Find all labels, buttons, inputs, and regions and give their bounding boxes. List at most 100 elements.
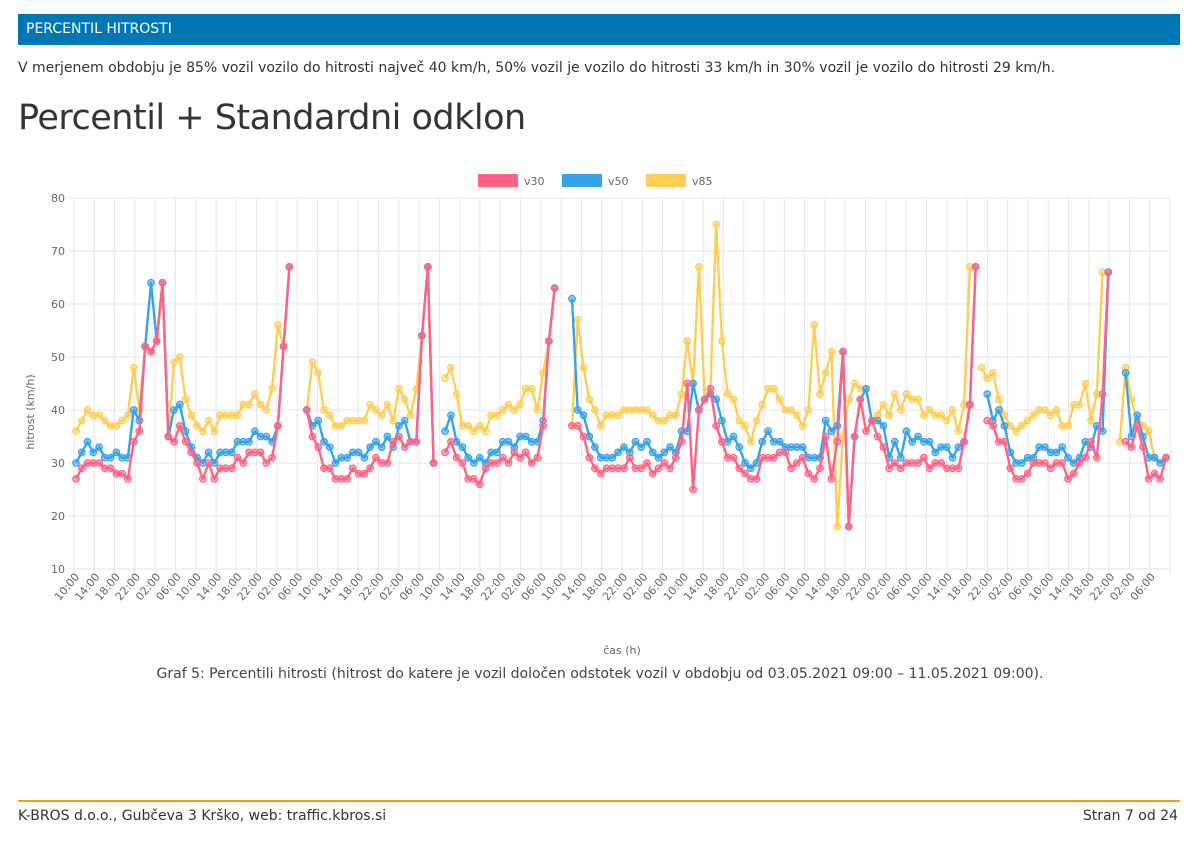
v50-point <box>383 432 392 441</box>
v30-point <box>695 406 703 414</box>
v50-point <box>395 422 403 430</box>
v85-point <box>769 384 778 393</box>
v85-point <box>470 427 478 436</box>
v85-point <box>204 416 213 425</box>
chart-legend: v30 v50 v85 <box>478 174 713 188</box>
v50-point <box>896 453 905 462</box>
v50-point <box>931 448 940 457</box>
v50-point <box>942 443 951 452</box>
v30-point <box>147 347 155 356</box>
v50-point <box>620 443 628 452</box>
v50-point <box>331 459 340 467</box>
v30-point <box>308 432 317 441</box>
v30-point <box>366 464 375 473</box>
v30-point <box>1133 422 1142 430</box>
v30-point <box>389 437 398 446</box>
v30-point <box>677 437 686 446</box>
v85-point <box>72 427 80 436</box>
v50-point <box>654 453 663 462</box>
v85-point <box>1046 411 1055 420</box>
v85-point <box>752 416 761 425</box>
v50-point <box>891 437 899 446</box>
v50-point <box>521 432 530 441</box>
v50-point <box>1017 459 1026 467</box>
grid <box>68 197 1171 574</box>
x-axis-label: čas (h) <box>603 644 641 657</box>
v30-point <box>637 464 646 473</box>
v85-point <box>671 411 680 420</box>
v30-point <box>348 464 357 473</box>
v50-point <box>89 448 98 457</box>
v30-point <box>769 453 778 462</box>
v85-point <box>942 416 951 425</box>
v50-point <box>729 432 738 441</box>
v85-point <box>914 395 922 404</box>
v30-point <box>1144 475 1153 483</box>
v85-point <box>481 427 490 436</box>
v30-point <box>158 278 167 287</box>
v85-point <box>787 406 795 414</box>
v85-point <box>1052 406 1061 414</box>
v85-point <box>660 416 669 425</box>
series-lines <box>72 220 1170 531</box>
v30-point <box>106 464 115 473</box>
v30-point <box>279 342 288 351</box>
v30-point <box>643 459 651 467</box>
v30-point <box>395 432 403 441</box>
v30-point <box>95 459 103 467</box>
v30-point <box>966 400 974 409</box>
v30-point <box>274 422 282 430</box>
v30-point <box>983 416 992 425</box>
v30-point <box>844 522 853 531</box>
v30-point <box>1127 443 1136 452</box>
v85-point <box>775 395 784 404</box>
y-axis-ticks: 10 20 30 40 50 60 70 80 <box>51 192 65 576</box>
v50-point <box>106 453 115 462</box>
v50-point <box>262 432 271 441</box>
v30-point <box>816 464 824 473</box>
v85-point <box>464 422 473 430</box>
v30-point <box>925 464 934 473</box>
v30-point <box>77 464 86 473</box>
v85-point <box>406 411 415 420</box>
v30-point <box>470 475 478 483</box>
v85-point <box>1144 427 1153 436</box>
series-v30 <box>72 262 1170 531</box>
v50-point <box>579 411 588 420</box>
v85-point <box>1012 427 1020 436</box>
v50-point <box>129 406 138 414</box>
footer-company: K-BROS d.o.o., Gubčeva 3 Krško, web: tra… <box>18 808 387 824</box>
v50-point <box>902 427 911 436</box>
v30-point <box>620 464 628 473</box>
v85-point <box>493 411 501 420</box>
v30-point <box>129 437 138 446</box>
v30-point <box>175 422 184 430</box>
v85-point <box>798 422 807 430</box>
v30-point <box>227 464 236 473</box>
v30-point <box>862 427 870 436</box>
v50-point <box>1040 443 1049 452</box>
v85-point <box>994 395 1003 404</box>
v30-point <box>781 448 790 457</box>
v50-point <box>504 437 513 446</box>
v85-point <box>643 406 651 414</box>
v85-point <box>274 321 282 330</box>
v85-point <box>118 416 126 425</box>
v50-line <box>305 265 435 465</box>
v50-point <box>72 459 80 467</box>
v30-point <box>452 453 461 462</box>
v30-point <box>181 437 190 446</box>
v85-point <box>948 406 957 414</box>
v50-point <box>360 453 369 462</box>
footer-divider <box>18 800 1180 802</box>
v85-point <box>123 411 132 420</box>
v50-point <box>741 459 749 467</box>
v85-point <box>383 400 392 409</box>
v30-point <box>787 464 795 473</box>
v30-point <box>868 416 876 425</box>
v85-point <box>896 406 905 414</box>
v50-point <box>908 437 917 446</box>
v30-point <box>850 432 859 441</box>
v85-point <box>827 347 836 356</box>
v30-point <box>671 453 680 462</box>
